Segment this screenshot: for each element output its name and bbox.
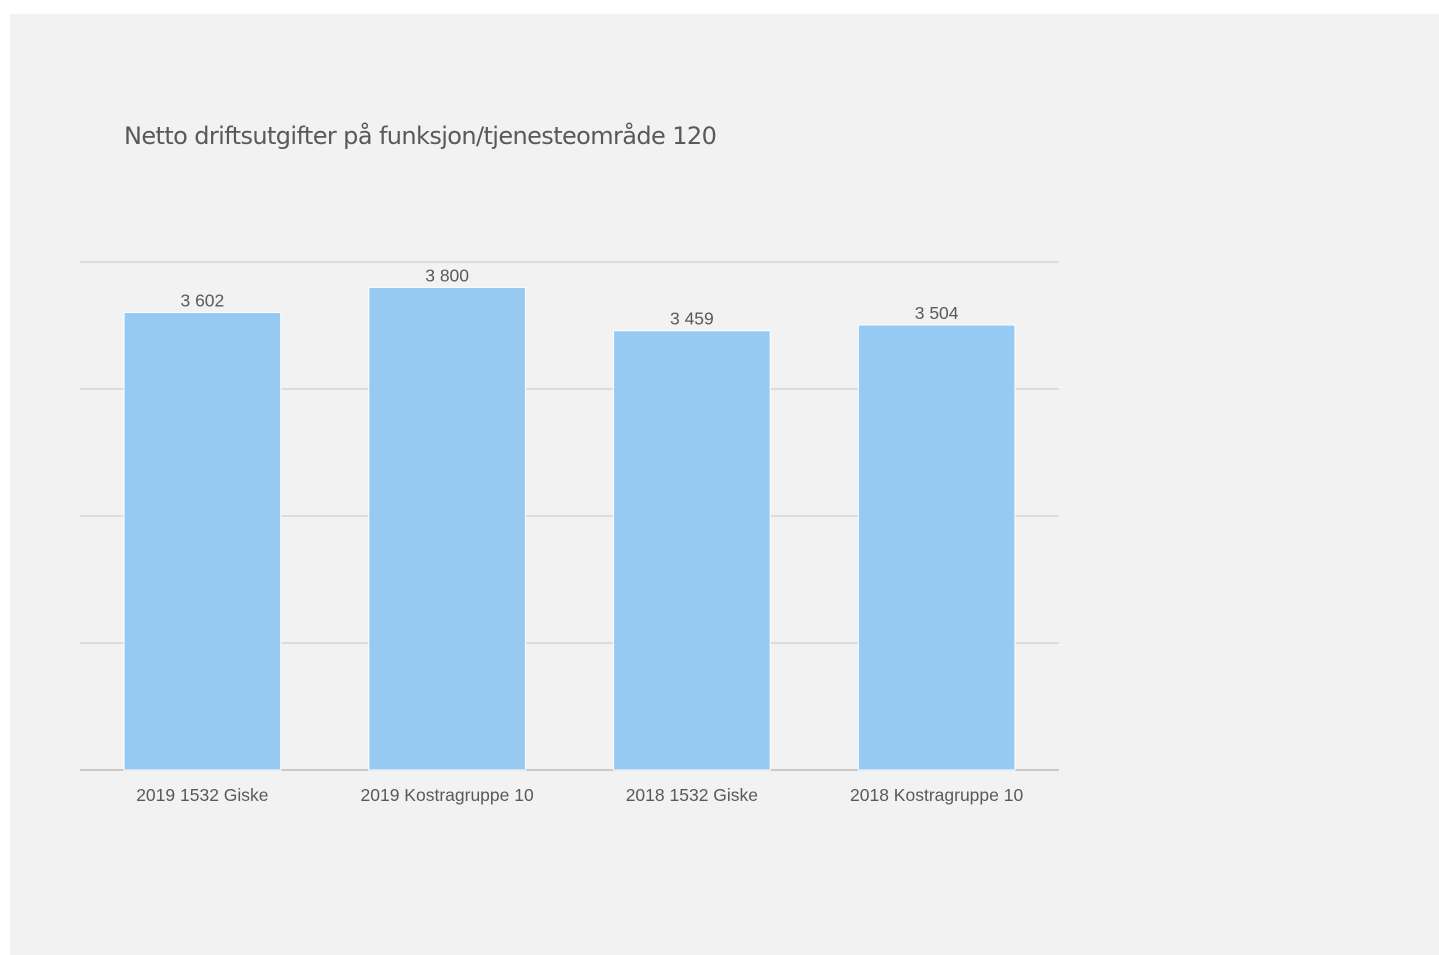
data-label: 3 459 xyxy=(670,309,714,329)
category-label: 2018 1532 Giske xyxy=(626,785,758,805)
category-label: 2019 1532 Giske xyxy=(136,785,268,805)
category-label: 2018 Kostragruppe 10 xyxy=(850,785,1023,805)
data-label: 3 800 xyxy=(425,265,469,285)
chart-panel: Netto driftsutgifter på funksjon/tjenest… xyxy=(10,14,1439,955)
bar xyxy=(368,286,526,771)
data-labels: 3 602 3 800 3 459 3 504 xyxy=(180,265,958,328)
category-label: 2019 Kostragruppe 10 xyxy=(361,785,534,805)
category-labels: 2019 1532 Giske 2019 Kostragruppe 10 2018 … xyxy=(136,785,1023,805)
bar xyxy=(613,330,771,771)
data-label: 3 602 xyxy=(180,291,224,311)
chart-title: Netto driftsutgifter på funksjon/tjenest… xyxy=(124,122,717,150)
bars xyxy=(123,286,1016,771)
bar xyxy=(857,324,1016,771)
bar xyxy=(123,312,282,771)
data-label: 3 504 xyxy=(915,303,959,323)
